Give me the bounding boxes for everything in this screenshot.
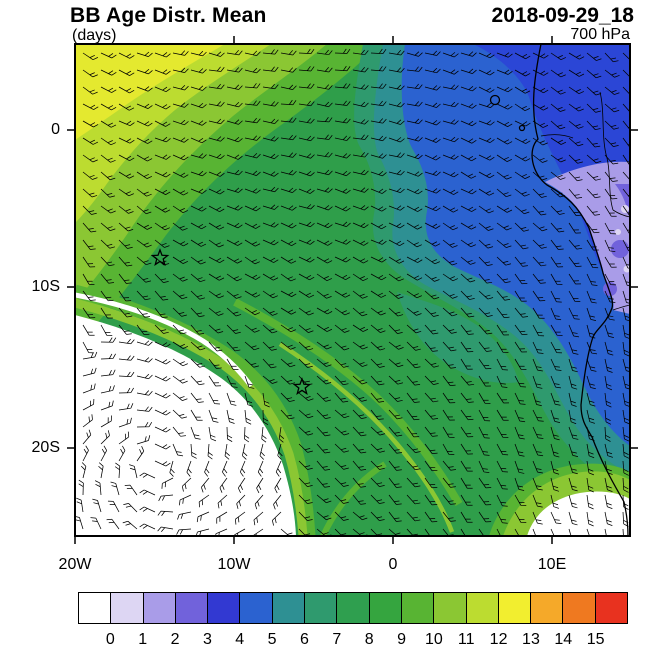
- colorbar-cell: [337, 593, 370, 623]
- colorbar-cell: [79, 593, 112, 623]
- units-label: (days): [72, 27, 117, 44]
- colorbar-cell: [272, 593, 306, 623]
- colorbar-tick-label: 1: [138, 631, 148, 648]
- colorbar-tick-label: 3: [202, 631, 212, 648]
- country-border-3: [540, 134, 574, 139]
- thick-white-contour: [75, 292, 254, 388]
- colorbar: [78, 592, 628, 624]
- island-outline-1: [489, 94, 501, 106]
- colorbar-cell: [175, 593, 209, 623]
- page-title: BB Age Distr. Mean: [70, 4, 267, 27]
- colorbar-cell: [369, 593, 402, 623]
- colorbar-tick-label: 2: [170, 631, 180, 648]
- plot-frame: [74, 43, 631, 537]
- field-nw-yellow-corner: [75, 44, 225, 140]
- colorbar-cell: [401, 593, 435, 623]
- colorbar-tick-label: 5: [267, 631, 277, 648]
- map-svg: [67, 36, 638, 544]
- island-outline-2: [518, 124, 526, 132]
- pressure-level-label: 700 hPa: [570, 26, 630, 43]
- colorbar-tick-label: 9: [397, 631, 406, 648]
- axis-ticks: [67, 36, 638, 544]
- colorbar-tick-label: 8: [364, 631, 374, 648]
- colorbar-tick-label: 4: [235, 631, 245, 648]
- colorbar-cell: [143, 593, 176, 623]
- map-plot-area: [67, 36, 638, 544]
- colorbar-labels: 0 1 2 3 4 5 6 7 8 9 10 11 12 13 14 15: [78, 631, 628, 653]
- colorbar-cell: [563, 593, 596, 623]
- country-border-1: [599, 91, 614, 211]
- colorbar-cell: [208, 593, 241, 623]
- y-tick-label-20s: 20S: [31, 439, 60, 456]
- x-tick-label-10e: 10E: [537, 556, 567, 573]
- field-pale-speckle-3: [623, 265, 630, 273]
- y-tick-label-0: 0: [51, 121, 60, 138]
- field-teal-tongue: [397, 292, 519, 384]
- wind-barbs-layer: [75, 48, 630, 536]
- x-tick-label-0: 0: [388, 556, 398, 573]
- colorbar-tick-label: 10: [424, 631, 443, 648]
- field-white-se-region: [527, 491, 630, 536]
- center-streak-3: [320, 461, 387, 536]
- sw-edge-band-inner: [75, 298, 308, 536]
- colorbar-cell: [595, 593, 628, 623]
- colorbar-tick-label: 0: [105, 631, 115, 648]
- country-border-2: [612, 209, 630, 218]
- coastline-africa: [531, 44, 629, 536]
- colorbar-cell: [531, 593, 564, 623]
- colorbar-tick-label: 14: [554, 631, 573, 648]
- colorbar-tick-label: 11: [457, 631, 475, 648]
- field-violet-patch-3: [603, 282, 617, 296]
- country-border-4: [612, 304, 630, 311]
- colorbar-tick-label: 7: [332, 631, 342, 648]
- field-white-sw-region: [75, 315, 296, 536]
- y-tick-label-10s: 10S: [31, 278, 60, 295]
- colorbar-tick-label: 13: [522, 631, 540, 648]
- colorbar-cell: [466, 593, 499, 623]
- field-lavender-coastal-strip: [545, 161, 630, 314]
- colorbar-cell: [498, 593, 532, 623]
- colorbar-tick-label: 12: [489, 631, 508, 648]
- colorbar-cell: [305, 593, 338, 623]
- x-tick-label-20w: 20W: [58, 556, 92, 573]
- x-tick-label-10w: 10W: [217, 556, 251, 573]
- colorbar-cell: [434, 593, 467, 623]
- timestamp-label: 2018-09-29_18: [491, 4, 634, 27]
- center-streak-2: [278, 342, 455, 533]
- center-streak-1: [233, 298, 463, 507]
- field-pale-speckle-2: [615, 229, 621, 235]
- field-deepblue-core: [473, 44, 630, 312]
- field-violet-patch-2: [611, 240, 629, 258]
- colorbar-cell: [240, 593, 273, 623]
- colorbar-tick-label: 15: [586, 631, 605, 648]
- colorbar-cell: [111, 593, 144, 623]
- colorbar-tick-label: 6: [300, 631, 309, 648]
